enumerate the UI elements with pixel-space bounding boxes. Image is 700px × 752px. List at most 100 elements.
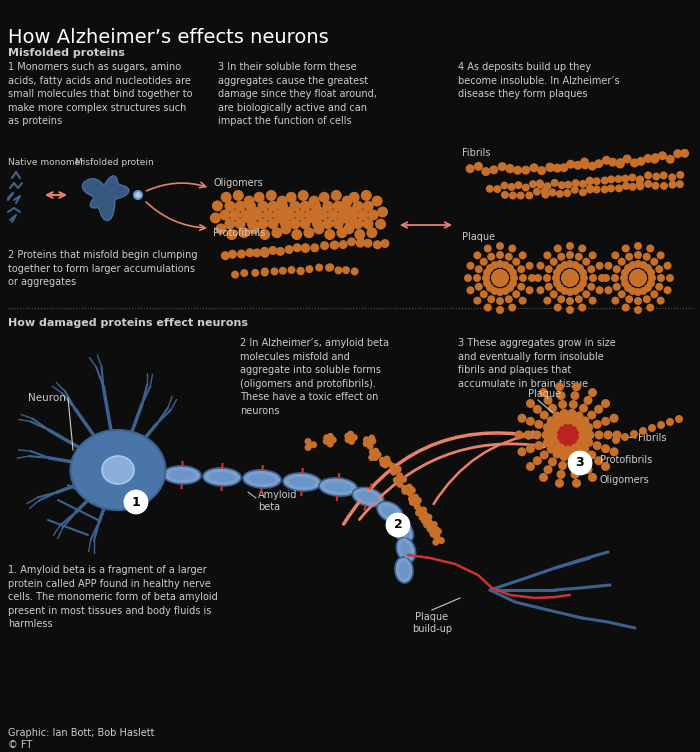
Circle shape (565, 273, 575, 283)
Circle shape (593, 177, 601, 185)
Circle shape (534, 274, 542, 282)
Circle shape (325, 264, 333, 271)
Circle shape (401, 488, 408, 495)
Circle shape (576, 438, 587, 448)
Circle shape (135, 192, 141, 198)
Circle shape (550, 258, 558, 265)
Circle shape (634, 269, 642, 277)
Circle shape (610, 447, 619, 456)
Circle shape (636, 176, 644, 183)
Circle shape (509, 279, 517, 287)
Circle shape (560, 452, 568, 461)
Circle shape (526, 417, 535, 426)
Circle shape (553, 164, 562, 173)
Circle shape (636, 182, 644, 190)
Circle shape (634, 306, 642, 314)
Circle shape (655, 265, 663, 273)
Text: 3 These aggregates grow in size
and eventually form insoluble
fibrils and plaque: 3 These aggregates grow in size and even… (458, 338, 616, 389)
Circle shape (617, 290, 626, 299)
Circle shape (636, 269, 644, 277)
Circle shape (330, 436, 337, 444)
Circle shape (536, 180, 545, 189)
Circle shape (314, 223, 324, 235)
Circle shape (650, 290, 658, 299)
Circle shape (652, 172, 660, 180)
Circle shape (586, 177, 594, 185)
Circle shape (561, 274, 569, 282)
Circle shape (244, 196, 255, 207)
Circle shape (596, 262, 603, 270)
Ellipse shape (395, 557, 413, 583)
Circle shape (356, 238, 365, 247)
Circle shape (638, 271, 645, 278)
Text: Misfolded protein: Misfolded protein (75, 158, 154, 167)
Circle shape (622, 304, 630, 311)
Circle shape (508, 183, 516, 191)
Circle shape (629, 183, 636, 191)
Circle shape (328, 210, 339, 220)
Circle shape (554, 416, 566, 426)
Circle shape (570, 271, 578, 278)
Circle shape (495, 273, 505, 283)
Circle shape (300, 201, 311, 212)
Circle shape (248, 223, 260, 235)
Circle shape (484, 244, 492, 253)
Circle shape (547, 429, 557, 441)
Circle shape (556, 264, 564, 272)
Circle shape (646, 304, 654, 311)
Circle shape (258, 201, 268, 212)
Circle shape (556, 470, 566, 479)
Circle shape (239, 210, 251, 220)
Circle shape (234, 201, 246, 212)
Circle shape (636, 157, 645, 166)
Circle shape (385, 459, 392, 466)
Circle shape (566, 269, 574, 277)
Circle shape (348, 438, 355, 445)
Circle shape (529, 180, 537, 188)
Circle shape (323, 438, 330, 444)
Circle shape (543, 296, 552, 305)
Circle shape (506, 264, 514, 272)
Circle shape (327, 441, 334, 447)
Circle shape (570, 470, 580, 479)
Text: Misfolded proteins: Misfolded proteins (8, 48, 125, 58)
Circle shape (601, 185, 609, 193)
Circle shape (533, 405, 542, 414)
Circle shape (212, 200, 223, 211)
Circle shape (505, 164, 514, 173)
Circle shape (216, 223, 226, 235)
Circle shape (561, 272, 569, 280)
Circle shape (390, 468, 397, 476)
Circle shape (373, 240, 382, 249)
Circle shape (431, 529, 438, 535)
Circle shape (579, 404, 588, 413)
Circle shape (551, 179, 559, 186)
Circle shape (433, 526, 440, 533)
Circle shape (505, 296, 513, 303)
Circle shape (496, 279, 504, 287)
Circle shape (601, 462, 610, 471)
Ellipse shape (203, 468, 241, 486)
Circle shape (268, 246, 277, 255)
Circle shape (563, 277, 570, 286)
Circle shape (604, 262, 612, 270)
Circle shape (566, 260, 574, 268)
Circle shape (473, 296, 482, 305)
Circle shape (484, 304, 492, 311)
Circle shape (426, 521, 433, 529)
Circle shape (616, 159, 624, 168)
Text: How Alzheimer’s effects neurons: How Alzheimer’s effects neurons (8, 28, 329, 47)
Circle shape (375, 219, 386, 229)
Circle shape (549, 422, 559, 432)
Circle shape (526, 399, 535, 408)
Circle shape (491, 276, 499, 284)
Circle shape (368, 210, 379, 220)
Circle shape (639, 427, 647, 435)
Circle shape (579, 188, 587, 196)
Circle shape (395, 465, 402, 473)
Circle shape (539, 388, 548, 397)
Ellipse shape (71, 430, 165, 510)
Circle shape (612, 436, 620, 444)
Circle shape (573, 161, 582, 170)
Text: 1: 1 (132, 496, 141, 508)
